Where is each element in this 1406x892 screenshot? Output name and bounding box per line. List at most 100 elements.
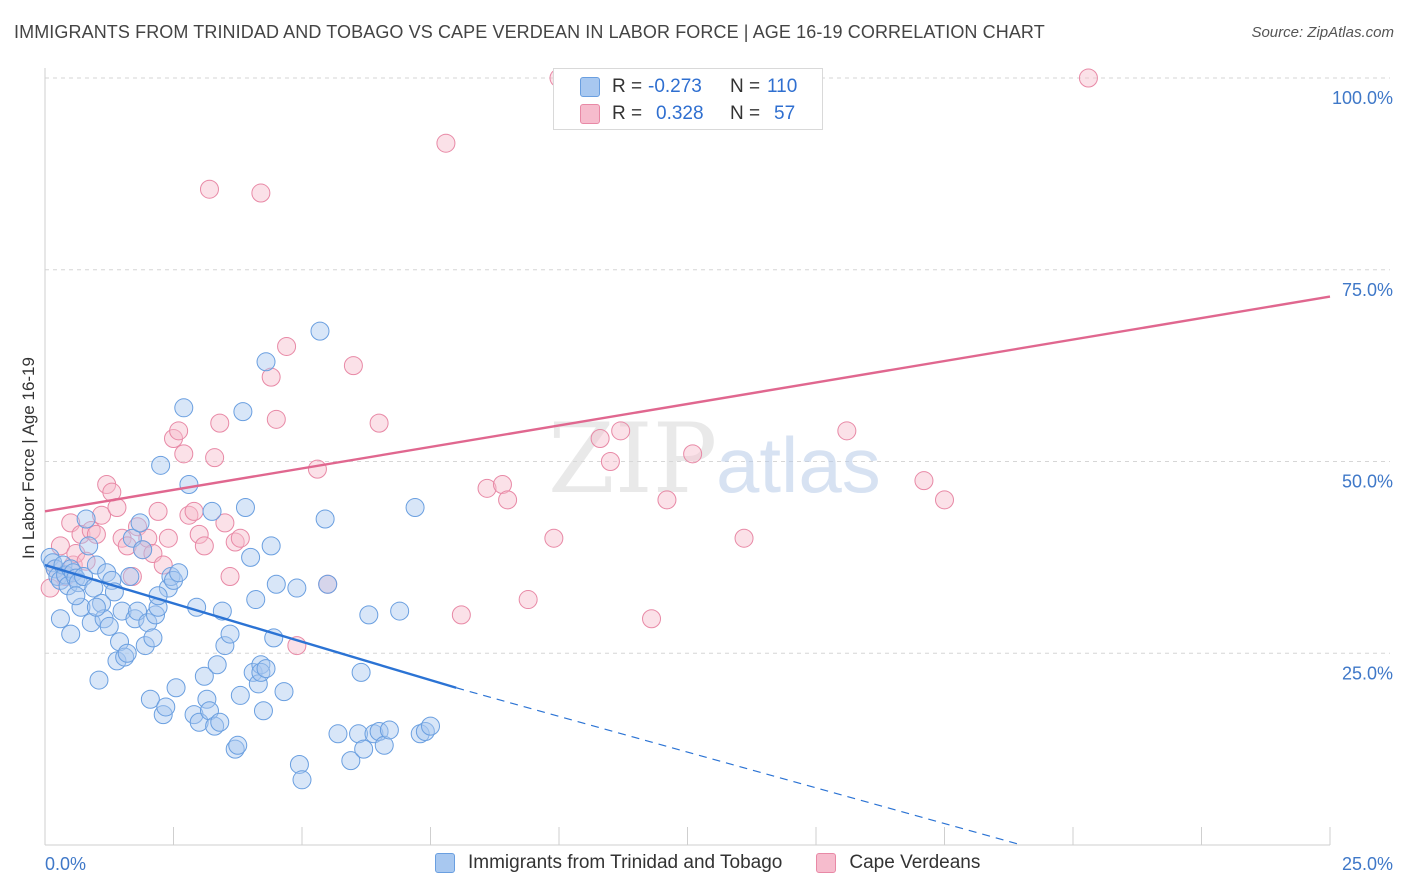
tick-labels: 25.0% 50.0% 75.0% 100.0% 0.0% 25.0% <box>45 88 1393 874</box>
data-point-trinidad-tobago <box>179 475 199 495</box>
data-point-trinidad-tobago <box>194 666 214 686</box>
data-point-trinidad-tobago <box>287 578 307 598</box>
data-point-trinidad-tobago <box>166 678 186 698</box>
data-point-cape-verdeans <box>86 524 106 544</box>
data-point-trinidad-tobago <box>86 555 106 575</box>
n-label: N = <box>730 76 761 97</box>
data-point-trinidad-tobago <box>130 513 150 533</box>
data-point-trinidad-tobago <box>410 724 430 744</box>
data-point-trinidad-tobago <box>374 735 394 755</box>
data-point-trinidad-tobago <box>405 498 425 518</box>
n-label: N = <box>730 103 761 124</box>
data-point-trinidad-tobago <box>202 501 222 521</box>
data-point-trinidad-tobago <box>274 682 294 702</box>
watermark-atlas: atlas <box>716 421 881 509</box>
data-point-cape-verdeans <box>225 532 245 552</box>
x-tick-label: 0.0% <box>45 854 86 874</box>
trend-line-trinidad <box>44 563 457 689</box>
data-point-cape-verdeans <box>189 524 209 544</box>
data-point-cape-verdeans <box>436 133 456 153</box>
legend-label-cape-verdeans: Cape Verdeans <box>849 852 981 873</box>
data-point-cape-verdeans <box>498 490 518 510</box>
y-axis-label: In Labor Force | Age 16-19 <box>19 357 38 559</box>
data-point-trinidad-tobago <box>89 670 109 690</box>
data-point-trinidad-tobago <box>143 628 163 648</box>
chart-title: IMMIGRANTS FROM TRINIDAD AND TOBAGO VS C… <box>14 22 1045 42</box>
data-point-trinidad-tobago <box>66 586 86 606</box>
data-point-cape-verdeans <box>215 513 235 533</box>
data-point-cape-verdeans <box>251 183 271 203</box>
axes <box>44 68 1331 846</box>
data-point-trinidad-tobago <box>256 352 276 372</box>
y-tick-label: 50.0% <box>1342 472 1393 492</box>
legend-item-cape-verdeans[interactable]: Cape Verdeans <box>816 852 980 874</box>
data-point-trinidad-tobago <box>135 636 155 656</box>
data-point-trinidad-tobago <box>310 321 330 341</box>
data-point-cape-verdeans <box>492 475 512 495</box>
data-point-cape-verdeans <box>642 609 662 629</box>
data-point-trinidad-tobago <box>81 613 101 633</box>
bottom-legend: Immigrants from Trinidad and Tobago Cape… <box>435 852 1014 874</box>
data-point-cape-verdeans <box>92 505 112 525</box>
blue-n-value: 110 <box>767 76 798 97</box>
data-point-trinidad-tobago <box>421 716 440 736</box>
data-point-trinidad-tobago <box>50 609 70 629</box>
pink-n-value: 57 <box>774 103 796 124</box>
data-point-trinidad-tobago <box>241 547 261 567</box>
y-tick-label: 25.0% <box>1342 663 1393 683</box>
data-point-cape-verdeans <box>230 528 250 548</box>
data-point-trinidad-tobago <box>248 674 268 694</box>
r-label: R = <box>612 103 643 124</box>
data-point-trinidad-tobago <box>230 685 250 705</box>
data-point-trinidad-tobago <box>233 402 253 422</box>
data-point-cape-verdeans <box>184 501 204 521</box>
data-point-cape-verdeans <box>277 336 297 356</box>
data-point-trinidad-tobago <box>251 655 271 675</box>
data-point-cape-verdeans <box>734 528 754 548</box>
pink-swatch <box>816 853 837 873</box>
data-point-cape-verdeans <box>158 528 178 548</box>
data-point-cape-verdeans <box>76 551 96 571</box>
data-point-trinidad-tobago <box>125 609 145 629</box>
data-point-trinidad-tobago <box>117 643 137 663</box>
data-point-trinidad-tobago <box>169 563 189 583</box>
data-point-trinidad-tobago <box>289 754 309 774</box>
r-label: R = <box>612 76 643 97</box>
data-point-cape-verdeans <box>199 179 219 199</box>
data-point-trinidad-tobago <box>246 590 266 610</box>
trend-lines <box>44 295 1331 846</box>
stats-legend: R = -0.273 N = 110 R = 0.328 N = 57 <box>553 68 823 130</box>
data-point-trinidad-tobago <box>138 613 158 633</box>
data-point-trinidad-tobago <box>86 597 106 617</box>
data-point-trinidad-tobago <box>205 716 225 736</box>
data-point-cape-verdeans <box>307 459 327 479</box>
data-point-trinidad-tobago <box>215 636 235 656</box>
watermark: ZIP atlas <box>548 403 881 515</box>
data-point-trinidad-tobago <box>210 712 230 732</box>
data-point-trinidad-tobago <box>151 455 171 475</box>
data-point-trinidad-tobago <box>92 593 112 613</box>
blue-r-value: -0.273 <box>648 76 702 97</box>
data-point-trinidad-tobago <box>220 624 240 644</box>
data-point-trinidad-tobago <box>292 770 312 790</box>
data-point-cape-verdeans <box>600 452 620 471</box>
data-point-trinidad-tobago <box>153 705 173 725</box>
data-point-trinidad-tobago <box>328 724 348 744</box>
data-point-trinidad-tobago <box>99 616 119 636</box>
data-point-cape-verdeans <box>657 490 677 510</box>
data-point-cape-verdeans <box>369 413 389 433</box>
data-point-cape-verdeans <box>205 448 225 468</box>
data-point-trinidad-tobago <box>110 632 130 652</box>
data-point-cape-verdeans <box>935 490 954 510</box>
data-point-trinidad-tobago <box>120 567 140 587</box>
legend-item-trinidad[interactable]: Immigrants from Trinidad and Tobago <box>435 852 782 874</box>
stats-row-blue: R = -0.273 N = 110 <box>554 73 824 101</box>
data-point-trinidad-tobago <box>174 398 194 418</box>
data-point-cape-verdeans <box>837 421 857 441</box>
data-point-cape-verdeans <box>518 590 538 610</box>
blue-swatch <box>580 77 600 97</box>
data-point-cape-verdeans <box>477 478 497 498</box>
data-point-trinidad-tobago <box>349 724 369 744</box>
data-point-cape-verdeans <box>683 444 703 464</box>
stats-row-pink: R = 0.328 N = 57 <box>554 100 824 128</box>
